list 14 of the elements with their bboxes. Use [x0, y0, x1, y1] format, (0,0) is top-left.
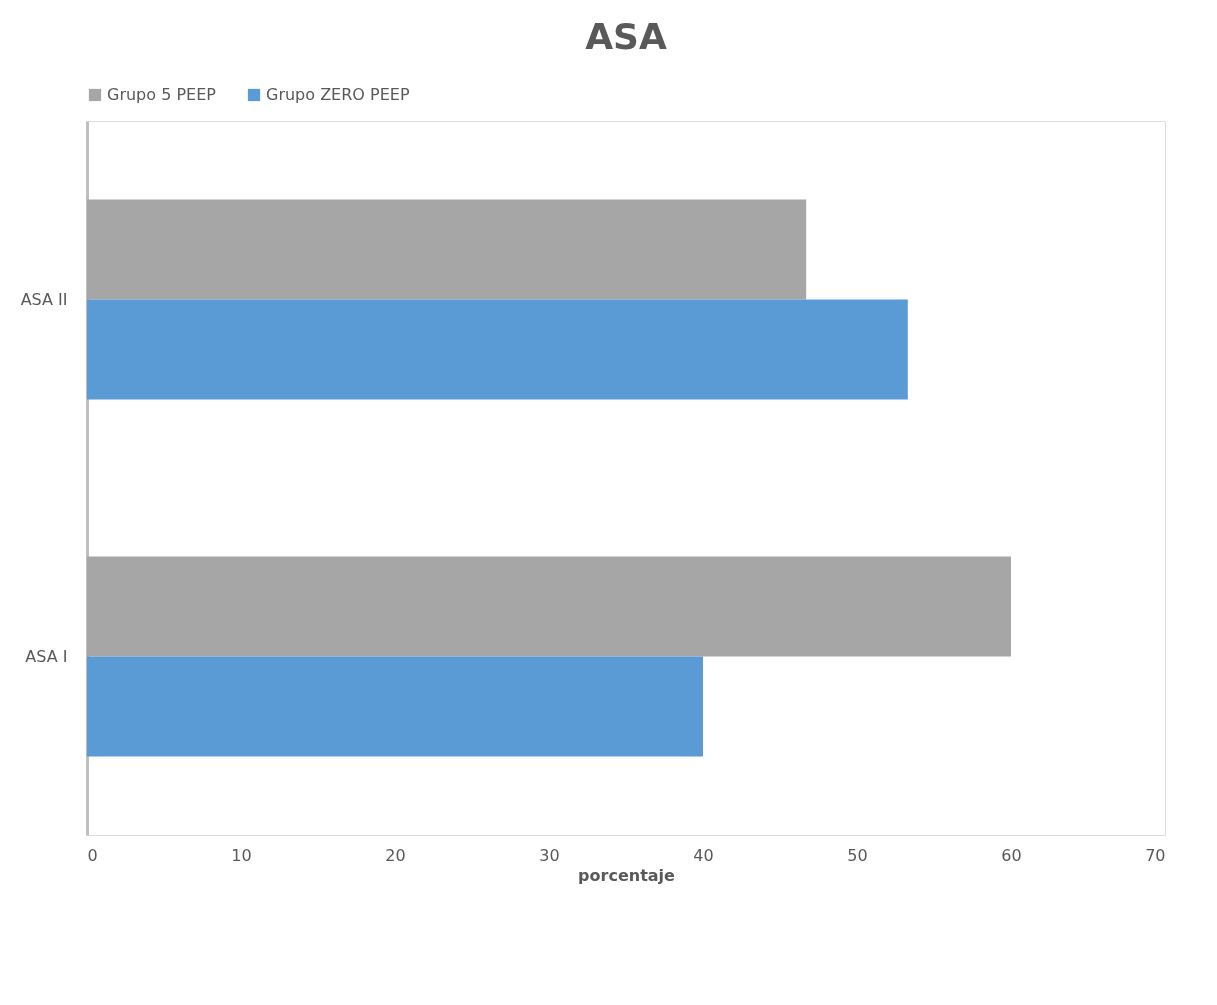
x-tick-label: 0 [87, 845, 98, 865]
x-tick-label: 20 [385, 845, 406, 865]
x-tick-label: 40 [693, 845, 714, 865]
x-axis-title: porcentaje [578, 865, 676, 885]
x-tick-label: 10 [231, 845, 252, 865]
legend-label: Grupo 5 PEEP [107, 85, 217, 104]
chart-title: ASA [585, 16, 667, 57]
y-tick-label: ASA II [20, 289, 68, 309]
y-tick-label: ASA I [25, 646, 68, 666]
x-tick-label: 50 [847, 845, 868, 865]
x-tick-label: 30 [539, 845, 560, 865]
x-tick-label: 60 [1001, 845, 1022, 865]
legend-label: Grupo ZERO PEEP [266, 85, 410, 104]
x-tick-label: 70 [1145, 845, 1166, 865]
